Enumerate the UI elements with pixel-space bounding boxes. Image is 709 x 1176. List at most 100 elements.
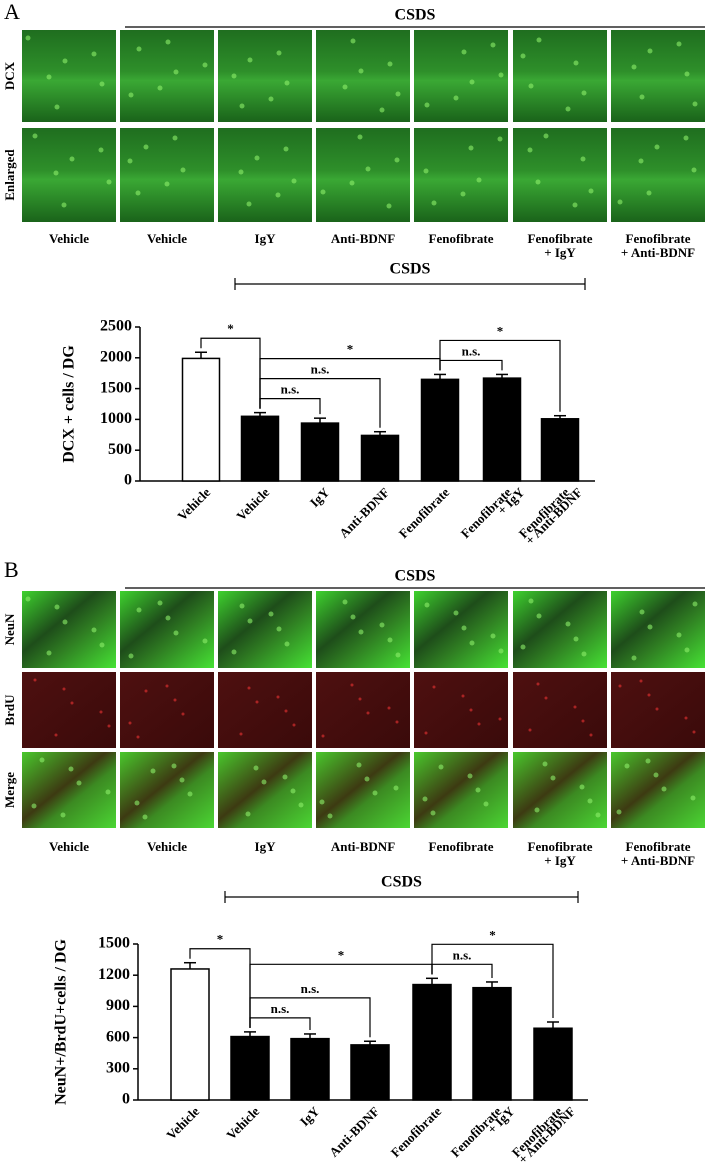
- micrograph: [120, 591, 214, 668]
- cell: [276, 50, 282, 56]
- micrograph: [611, 30, 705, 122]
- micrograph: [414, 672, 508, 748]
- column-label: + IgY: [544, 853, 576, 868]
- cell: [350, 683, 354, 687]
- cell: [350, 38, 356, 44]
- cell: [490, 633, 496, 639]
- cell: [460, 191, 466, 197]
- cell: [70, 701, 74, 705]
- cell: [268, 611, 274, 617]
- cell: [356, 762, 362, 768]
- cell: [467, 773, 473, 779]
- group-label: CSDS: [381, 874, 422, 891]
- micrograph: [22, 752, 116, 828]
- cell: [645, 758, 651, 764]
- cell: [469, 79, 475, 85]
- cell: [616, 809, 622, 815]
- cell: [469, 640, 475, 646]
- cell: [366, 711, 370, 715]
- cell: [106, 179, 112, 185]
- cell: [424, 602, 430, 608]
- significance-label: *: [497, 323, 504, 338]
- significance-label: n.s.: [453, 947, 472, 962]
- cell: [647, 624, 653, 630]
- significance-label: n.s.: [301, 981, 320, 996]
- cell: [321, 734, 325, 738]
- cell: [617, 199, 623, 205]
- micrograph: [22, 30, 116, 122]
- cell: [527, 147, 533, 153]
- panel-label: A: [4, 0, 20, 24]
- micrograph: [218, 752, 312, 828]
- cell: [128, 653, 134, 659]
- cell: [453, 610, 459, 616]
- cell: [653, 772, 659, 778]
- bar: [482, 377, 522, 482]
- cell: [475, 787, 481, 793]
- micrograph: [414, 752, 508, 828]
- cell: [631, 655, 637, 661]
- cell: [423, 168, 429, 174]
- significance-bracket: [439, 339, 561, 412]
- cell: [639, 609, 645, 615]
- cell: [173, 698, 177, 702]
- cell: [268, 96, 274, 102]
- cell: [91, 627, 97, 633]
- micrograph: [22, 128, 116, 222]
- micrograph: [316, 591, 410, 668]
- micrograph: [611, 752, 705, 828]
- cell: [618, 684, 622, 688]
- cell: [692, 601, 698, 607]
- cell: [327, 813, 333, 819]
- cell: [136, 735, 140, 739]
- y-tick-label: 900: [106, 997, 130, 1014]
- bar: [300, 422, 340, 482]
- group-label: CSDS: [395, 7, 436, 24]
- cell: [550, 775, 556, 781]
- cell: [497, 136, 503, 142]
- row-label: NeuN: [2, 613, 17, 645]
- cell: [395, 91, 401, 97]
- significance-bracket: [431, 963, 493, 978]
- cell: [261, 779, 267, 785]
- significance-label: *: [338, 947, 345, 962]
- cell: [99, 642, 105, 648]
- cell: [639, 679, 643, 683]
- cell: [572, 202, 578, 208]
- cell: [424, 102, 430, 108]
- cell: [654, 144, 660, 150]
- cell: [319, 799, 325, 805]
- cell: [647, 693, 651, 697]
- cell: [631, 64, 637, 70]
- cell: [39, 757, 45, 763]
- micrograph: [316, 30, 410, 122]
- cell: [25, 596, 31, 602]
- cell: [386, 203, 392, 209]
- cell: [238, 169, 244, 175]
- cell: [358, 697, 362, 701]
- cell: [68, 766, 74, 772]
- cell: [379, 622, 385, 628]
- cell: [387, 637, 393, 643]
- cell: [647, 48, 653, 54]
- column-label: + Anti-BDNF: [621, 245, 695, 260]
- micrograph: [414, 591, 508, 668]
- cell: [565, 621, 571, 627]
- cell: [676, 632, 682, 638]
- y-tick-label: 2500: [100, 318, 132, 335]
- cell: [136, 46, 142, 52]
- cell: [54, 733, 58, 737]
- cell: [164, 181, 170, 187]
- cell: [107, 724, 111, 728]
- cell: [60, 812, 66, 818]
- cell: [105, 789, 111, 795]
- cell: [202, 638, 208, 644]
- cell: [76, 780, 82, 786]
- column-label: IgY: [255, 839, 277, 854]
- column-label: Vehicle: [147, 231, 187, 246]
- cell: [31, 803, 37, 809]
- x-tick-label: Fenofibrate: [396, 484, 453, 541]
- cell: [639, 94, 645, 100]
- bar: [540, 418, 580, 482]
- significance-label: *: [227, 321, 234, 336]
